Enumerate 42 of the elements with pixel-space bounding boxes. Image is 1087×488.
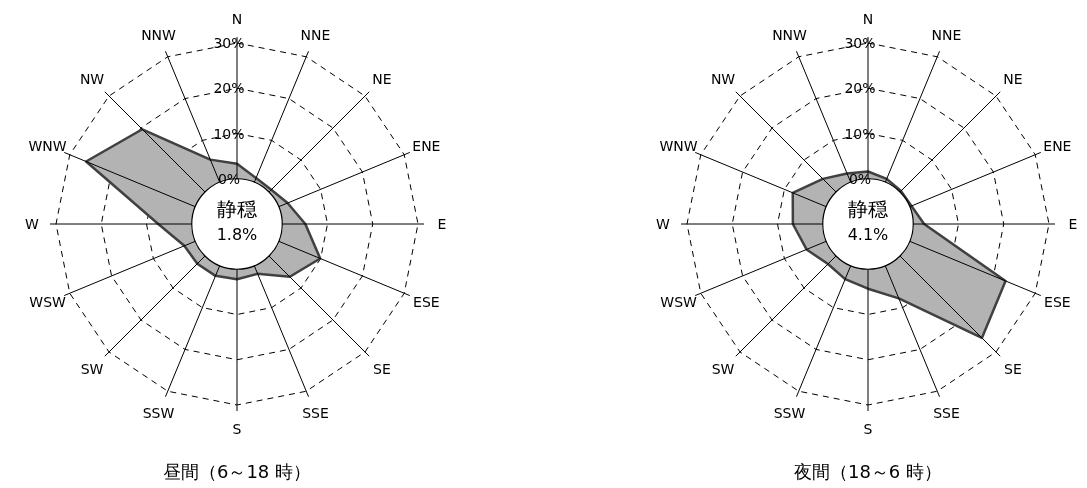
spoke-label: NNW: [141, 26, 177, 43]
spoke-label: S: [863, 421, 873, 437]
spoke-label: WNW: [659, 137, 698, 154]
y-tick-label: 30%: [844, 35, 876, 51]
spoke-label: SSE: [933, 405, 960, 422]
spoke-label: W: [656, 216, 671, 232]
spoke-label: N: [231, 11, 243, 27]
spoke-label: SSE: [302, 405, 329, 422]
spoke-label: SW: [80, 360, 104, 377]
spoke-label: NNW: [772, 26, 808, 43]
spoke-label: NE: [372, 71, 392, 88]
spoke-label: WNW: [28, 137, 67, 154]
spoke-label: ENE: [1043, 137, 1072, 154]
text: 昼間（6～18 時）: [162, 461, 312, 482]
spoke-label: N: [862, 11, 874, 27]
y-tick-label: 10%: [844, 125, 876, 142]
spoke-label: S: [232, 421, 242, 437]
text: 静穏: [217, 197, 257, 221]
spoke-label: WSW: [29, 294, 67, 311]
spoke-label: NW: [710, 71, 736, 88]
spoke-label: SE: [373, 360, 391, 377]
spoke-label: NNE: [300, 26, 331, 43]
spoke-label: ENE: [412, 137, 441, 154]
text: 夜間（18～6 時）: [793, 461, 943, 482]
spoke-label: E: [437, 216, 447, 232]
spoke-label: NW: [79, 71, 105, 88]
spoke-label: ESE: [1044, 294, 1071, 311]
spoke-label: SSW: [142, 405, 175, 422]
spoke-label: WSW: [660, 294, 698, 311]
spoke-label: NE: [1003, 71, 1023, 88]
spoke-label: SW: [711, 360, 735, 377]
spoke-label: SSW: [773, 405, 806, 422]
spoke-label: SE: [1004, 360, 1022, 377]
text: 静穏: [848, 197, 888, 221]
y-tick-label: 10%: [213, 125, 245, 142]
text: 4.1%: [847, 225, 889, 244]
text: 1.8%: [216, 225, 258, 244]
spoke-label: ESE: [413, 294, 440, 311]
spoke-label: NNE: [931, 26, 962, 43]
spoke-label: W: [25, 216, 40, 232]
y-tick-label: 30%: [213, 35, 245, 51]
spoke-label: E: [1068, 216, 1078, 232]
